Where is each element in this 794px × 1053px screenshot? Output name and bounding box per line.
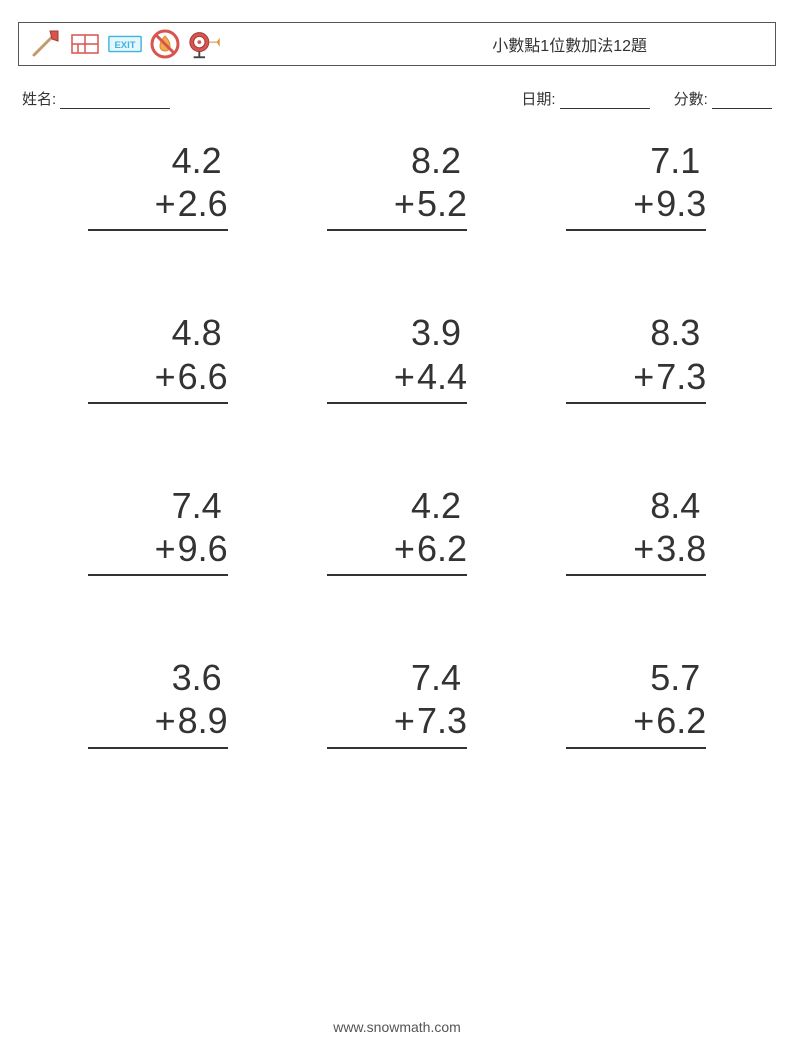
problem-underline [566,574,706,576]
problem-underline [327,229,467,231]
problem-top-number: 8.4 [650,484,706,527]
plus-sign: + [633,527,654,570]
problem-op-row: +2.6 [88,182,228,225]
problem-underline [88,229,228,231]
plus-sign: + [633,355,654,398]
problem-underline [566,747,706,749]
problem-top-number: 4.2 [172,139,228,182]
no-fire-icon [147,26,183,62]
problem-underline [88,747,228,749]
problem-op-row: +4.4 [327,355,467,398]
problem-1: 4.2+2.6 [88,139,228,231]
floorplan-icon [67,26,103,62]
plus-sign: + [394,527,415,570]
problem-bottom-number: 6.2 [656,699,706,742]
plus-sign: + [155,527,176,570]
date-blank[interactable] [560,95,650,109]
plus-sign: + [155,182,176,225]
plus-sign: + [155,699,176,742]
problem-top-number: 7.1 [650,139,706,182]
problem-op-row: +7.3 [327,699,467,742]
date-field: 日期: [521,88,649,109]
plus-sign: + [394,355,415,398]
problem-top-number: 7.4 [411,656,467,699]
problem-8: 4.2+6.2 [327,484,467,576]
problem-2: 8.2+5.2 [327,139,467,231]
exit-text: EXIT [114,40,135,51]
footer-url: www.snowmath.com [0,1019,794,1035]
problem-bottom-number: 4.4 [417,355,467,398]
problem-top-number: 5.7 [650,656,706,699]
problem-underline [327,574,467,576]
axe-icon [27,26,63,62]
name-field: 姓名: [22,88,170,109]
problem-bottom-number: 7.3 [417,699,467,742]
problem-op-row: +9.6 [88,527,228,570]
fire-hose-icon [187,26,223,62]
problem-10: 3.6+8.9 [88,656,228,748]
problem-top-number: 3.9 [411,311,467,354]
problem-top-number: 3.6 [172,656,228,699]
plus-sign: + [394,182,415,225]
problem-top-number: 8.3 [650,311,706,354]
problem-top-number: 8.2 [411,139,467,182]
date-label: 日期: [521,91,555,108]
name-blank[interactable] [60,95,170,109]
problem-bottom-number: 5.2 [417,182,467,225]
problem-bottom-number: 7.3 [656,355,706,398]
problem-op-row: +8.9 [88,699,228,742]
problem-underline [327,402,467,404]
header-icons: EXIT [27,26,223,62]
problem-top-number: 4.2 [411,484,467,527]
problem-7: 7.4+9.6 [88,484,228,576]
plus-sign: + [394,699,415,742]
worksheet-title: 小數點1位數加法12題 [492,32,767,56]
problem-bottom-number: 6.6 [178,355,228,398]
problem-bottom-number: 3.8 [656,527,706,570]
problem-op-row: +3.8 [566,527,706,570]
problem-op-row: +9.3 [566,182,706,225]
plus-sign: + [633,699,654,742]
worksheet-page: EXIT [0,0,794,749]
problem-bottom-number: 9.3 [656,182,706,225]
score-blank[interactable] [712,95,772,109]
problem-top-number: 4.8 [172,311,228,354]
problem-12: 5.7+6.2 [566,656,706,748]
problem-underline [88,402,228,404]
problem-6: 8.3+7.3 [566,311,706,403]
score-label: 分數: [674,91,708,108]
plus-sign: + [155,355,176,398]
problem-op-row: +6.6 [88,355,228,398]
problem-9: 8.4+3.8 [566,484,706,576]
problem-bottom-number: 8.9 [178,699,228,742]
score-field: 分數: [674,88,772,109]
problems-grid: 4.2+2.68.2+5.27.1+9.34.8+6.63.9+4.48.3+7… [18,139,776,749]
problem-bottom-number: 2.6 [178,182,228,225]
problem-3: 7.1+9.3 [566,139,706,231]
problem-underline [566,402,706,404]
problem-op-row: +5.2 [327,182,467,225]
exit-sign-icon: EXIT [107,26,143,62]
problem-bottom-number: 6.2 [417,527,467,570]
plus-sign: + [633,182,654,225]
problem-op-row: +7.3 [566,355,706,398]
problem-bottom-number: 9.6 [178,527,228,570]
problem-op-row: +6.2 [327,527,467,570]
problem-underline [88,574,228,576]
info-row: 姓名: 日期: 分數: [18,88,776,109]
problem-5: 3.9+4.4 [327,311,467,403]
problem-11: 7.4+7.3 [327,656,467,748]
header-box: EXIT [18,22,776,66]
problem-top-number: 7.4 [172,484,228,527]
name-label: 姓名: [22,91,56,108]
problem-4: 4.8+6.6 [88,311,228,403]
problem-underline [566,229,706,231]
problem-op-row: +6.2 [566,699,706,742]
problem-underline [327,747,467,749]
